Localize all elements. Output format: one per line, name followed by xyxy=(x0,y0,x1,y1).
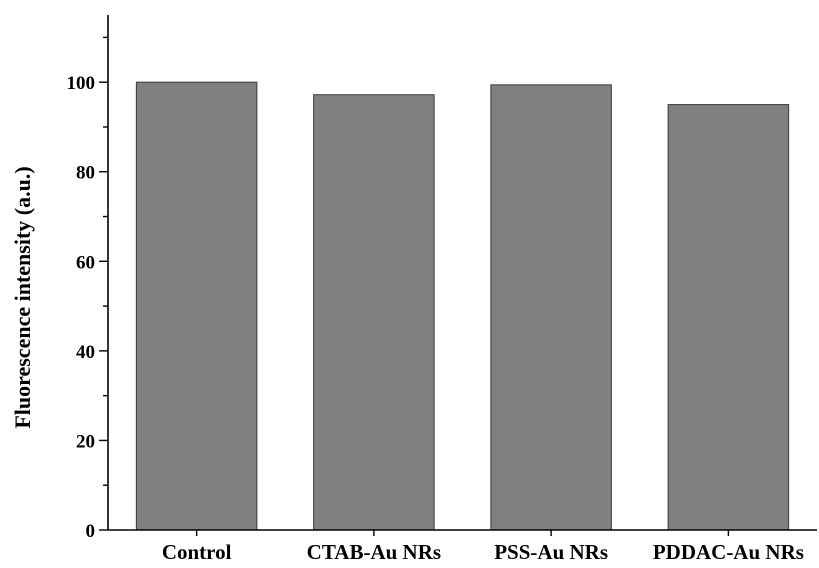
x-category-label: PDDAC-Au NRs xyxy=(653,540,804,564)
y-axis-tick-labels: 0 20 40 60 80 100 xyxy=(67,73,96,542)
x-axis-category-labels: Control CTAB-Au NRs PSS-Au NRs PDDAC-Au NRs xyxy=(162,540,804,564)
y-tick-label: 40 xyxy=(76,342,95,363)
bar-ctab-au-nrs xyxy=(313,94,435,531)
bar-pss-au-nrs xyxy=(490,84,612,531)
x-axis-ticks xyxy=(195,530,730,536)
bar-pddac-au-nrs xyxy=(667,104,790,531)
y-axis-ticks xyxy=(99,36,108,531)
y-tick-label: 100 xyxy=(67,73,96,94)
bar-control xyxy=(135,81,258,531)
x-category-label: PSS-Au NRs xyxy=(494,540,608,564)
x-category-label: Control xyxy=(162,540,232,564)
y-tick-label: 0 xyxy=(86,521,96,542)
x-category-label: CTAB-Au NRs xyxy=(307,540,441,564)
y-axis-title: Fluorescence intensity (a.u.) xyxy=(10,166,35,428)
y-tick-label: 20 xyxy=(76,431,95,452)
y-tick-label: 60 xyxy=(76,252,95,273)
y-tick-label: 80 xyxy=(76,163,95,184)
bars-group xyxy=(135,81,790,531)
